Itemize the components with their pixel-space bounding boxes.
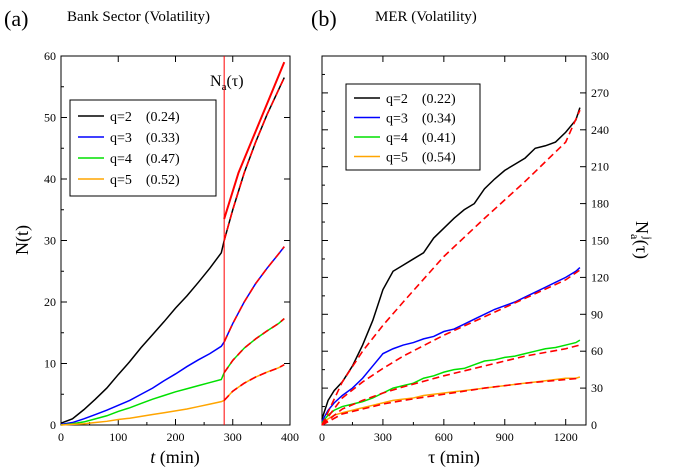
y-tick-label: 50 [44, 111, 56, 125]
legend-label: q=5 (0.54) [386, 151, 456, 166]
x-tick-label: 1200 [554, 430, 578, 444]
fit-line-1 [223, 77, 286, 241]
panel-a: (a) Bank Sector (Volatility) 0 100 200 300 4… [4, 6, 299, 468]
legend-label: q=5 (0.52) [110, 173, 180, 188]
x-tick-label: 200 [167, 430, 185, 444]
x-tick-label: 0 [58, 430, 64, 444]
legend-label: q=4 (0.41) [386, 131, 456, 146]
fit-line-3 [223, 317, 285, 374]
x-tick-label: 100 [109, 430, 127, 444]
x-tick-label: 900 [496, 430, 514, 444]
y-tick-label: 90 [591, 307, 603, 321]
panel-a-ticks: 0 100 200 300 400 0 10 20 30 40 50 60 [44, 49, 299, 444]
panel-b-xlabel: τ (min) [428, 447, 480, 468]
series-line-2 [60, 318, 285, 426]
fit-line-4 [223, 364, 285, 401]
panel-a-letter: (a) [4, 6, 28, 31]
y-tick-label: 240 [591, 123, 609, 137]
legend-label: q=3 (0.33) [110, 131, 180, 146]
legend-label: q=2 (0.24) [110, 110, 180, 125]
y-tick-label: 0 [50, 418, 56, 432]
fit-line-3 [321, 377, 580, 426]
y-tick-label: 30 [44, 234, 56, 248]
series-line-3 [60, 364, 285, 426]
fit-line-0 [223, 61, 286, 220]
y-tick-label: 150 [591, 234, 609, 248]
y-tick-label: 300 [591, 49, 609, 63]
panel-a-xlabel: t (min) [150, 447, 200, 468]
y-tick-label: 270 [591, 86, 609, 100]
panel-b-ylabel: Naj(τ) [628, 221, 655, 259]
panel-b-title: MER (Volatility) [375, 9, 477, 25]
y-tick-label: 40 [44, 172, 56, 186]
series-line-0 [60, 77, 285, 424]
panel-b-plot-area [321, 107, 581, 426]
panel-b: (b) MER (Volatility) 0 300 600 900 1200 0 30 60… [311, 6, 655, 468]
panel-b-legend: q=2 (0.22) q=3 (0.34) q=4 (0.41) q=5 (0.54) [345, 83, 481, 171]
legend-label: q=2 (0.22) [386, 92, 456, 107]
y-tick-label: 20 [44, 295, 56, 309]
legend-label: q=4 (0.47) [110, 152, 180, 167]
x-tick-label: 0 [319, 430, 325, 444]
series-line-0 [321, 107, 581, 420]
panel-a-legend: q=2 (0.24) q=3 (0.33) q=4 (0.47) q=5 (0.52) [69, 99, 217, 197]
series-line-1 [321, 267, 581, 422]
y-tick-label: 10 [44, 357, 56, 371]
x-tick-label: 600 [435, 430, 453, 444]
series-line-1 [60, 246, 285, 426]
y-tick-label: 30 [591, 381, 603, 395]
panel-a-plot-area [60, 61, 286, 426]
y-tick-label: 210 [591, 160, 609, 174]
fit-line-0 [321, 109, 581, 426]
y-tick-label: 60 [44, 49, 56, 63]
y-tick-label: 180 [591, 197, 609, 211]
series-line-2 [321, 339, 581, 424]
fit-line-1 [321, 269, 581, 426]
x-tick-label: 300 [224, 430, 242, 444]
x-tick-label: 400 [281, 430, 299, 444]
legend-label: q=3 (0.34) [386, 112, 456, 127]
panel-b-ticks: 0 300 600 900 1200 0 30 60 90 120 150 180 210 240 270 3… [319, 49, 609, 444]
x-tick-label: 300 [374, 430, 392, 444]
panel-a-title: Bank Sector (Volatility) [67, 9, 210, 25]
fit-line-2 [321, 344, 581, 426]
y-tick-label: 120 [591, 270, 609, 284]
panel-b-letter: (b) [311, 6, 337, 31]
panel-a-annotation: Na(τ) [210, 73, 244, 93]
y-tick-label: 0 [591, 418, 597, 432]
panel-a-ylabel: N(t) [12, 225, 33, 255]
y-tick-label: 60 [591, 344, 603, 358]
fit-line-2 [223, 246, 285, 343]
